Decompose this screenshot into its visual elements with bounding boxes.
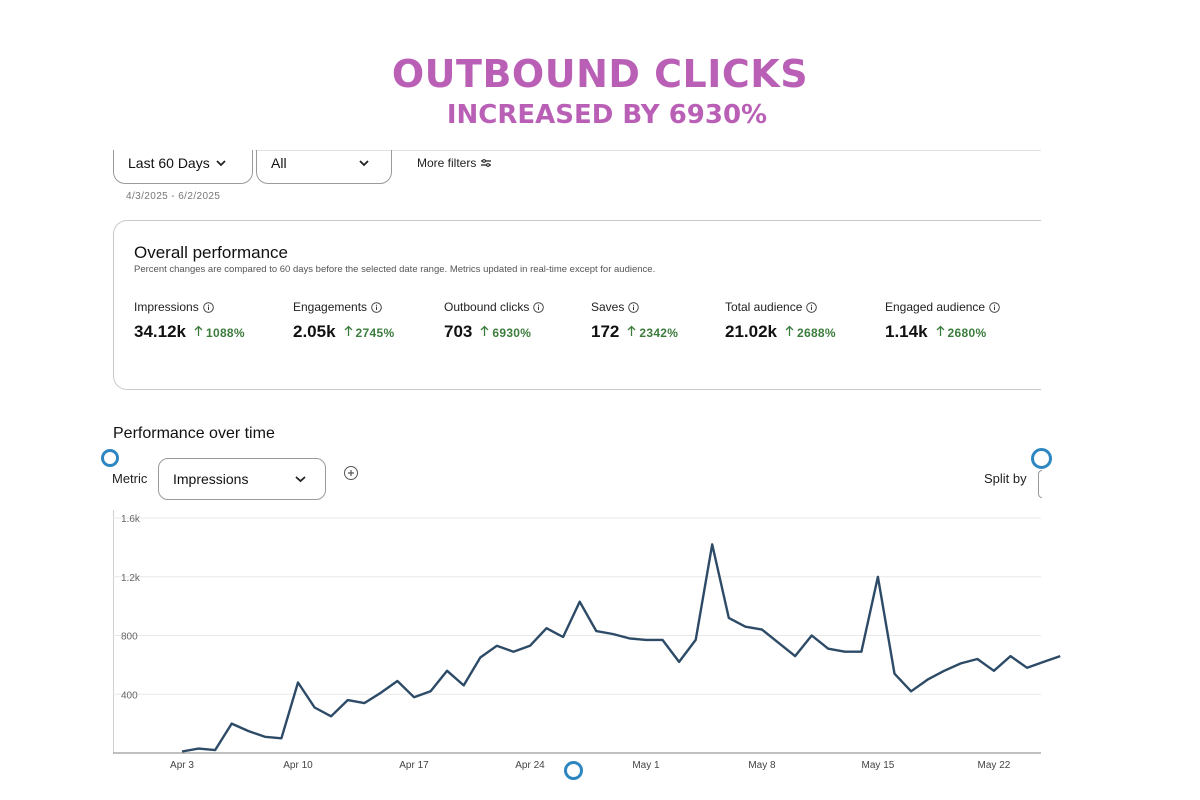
info-icon[interactable] xyxy=(628,301,640,313)
arrow-up-icon xyxy=(936,325,945,340)
metric-engaged-audience[interactable]: Engaged audience 1.14k 2680% xyxy=(885,300,1000,342)
info-icon[interactable] xyxy=(989,301,1000,313)
split-by-label: Split by xyxy=(984,471,1027,486)
x-tick-label: May 1 xyxy=(632,760,660,771)
series-line xyxy=(181,543,1061,753)
metric-change: 1088% xyxy=(194,325,245,340)
info-icon[interactable] xyxy=(371,301,382,313)
y-tick-label: 1.2k xyxy=(121,573,141,584)
arrow-up-icon xyxy=(785,325,794,340)
cursor-ring-icon xyxy=(1031,448,1052,469)
arrow-up-icon xyxy=(344,325,353,340)
metric-label: Impressions xyxy=(134,300,199,314)
metric-change-value: 2680% xyxy=(947,325,987,340)
metric-saves[interactable]: Saves 172 2342% xyxy=(591,300,678,342)
metric-value: 1.14k xyxy=(885,322,928,341)
metric-label: Outbound clicks xyxy=(444,300,530,314)
overall-performance-subtitle: Percent changes are compared to 60 days … xyxy=(134,264,656,275)
headline-title: OUTBOUND CLICKS xyxy=(391,52,809,96)
arrow-up-icon xyxy=(627,325,636,340)
metric-change: 2342% xyxy=(627,325,678,340)
cursor-ring-icon xyxy=(101,449,119,467)
metric-select-value: Impressions xyxy=(173,471,249,487)
metric-change-value: 6930% xyxy=(492,325,532,340)
metric-label: Engaged audience xyxy=(885,300,986,314)
metric-engagements[interactable]: Engagements 2.05k 2745% xyxy=(293,300,394,342)
impressions-line-chart: 400 800 1.2k 1.6k Apr 3 Apr 10 Apr 17 Apr 24 May… xyxy=(113,510,1061,771)
metric-label: Total audience xyxy=(725,300,803,314)
more-filters-button[interactable]: More filters xyxy=(417,156,492,170)
x-tick-label: Apr 10 xyxy=(283,760,313,771)
x-tick-label: May 22 xyxy=(978,760,1011,771)
info-icon[interactable] xyxy=(533,301,545,313)
metric-value: 2.05k xyxy=(293,322,336,341)
overall-performance-card xyxy=(113,220,1073,390)
x-tick-label: May 15 xyxy=(862,760,895,771)
x-tick-label: May 8 xyxy=(748,760,776,771)
metric-outbound-clicks[interactable]: Outbound clicks 703 6930% xyxy=(444,300,545,342)
metric-change-value: 1088% xyxy=(206,325,245,340)
metric-change: 2745% xyxy=(344,325,395,340)
metric-select[interactable]: Impressions xyxy=(158,458,326,500)
x-tick-label: Apr 24 xyxy=(515,760,545,771)
cursor-ring-icon xyxy=(564,761,583,780)
metric-value: 21.02k xyxy=(725,322,777,341)
metric-select-label: Metric xyxy=(112,471,148,486)
y-tick-label: 1.6k xyxy=(121,514,141,525)
page-edge-mask xyxy=(1041,210,1200,400)
add-metric-icon[interactable] xyxy=(343,465,359,481)
headline-subtitle: INCREASED BY 6930% xyxy=(446,100,768,130)
arrow-up-icon xyxy=(480,325,489,340)
x-tick-label: Apr 17 xyxy=(399,760,429,771)
metric-value: 34.12k xyxy=(134,322,186,341)
y-tick-label: 800 xyxy=(121,632,138,643)
metric-change-value: 2688% xyxy=(797,325,836,340)
info-icon[interactable] xyxy=(202,301,214,313)
info-icon[interactable] xyxy=(806,301,818,313)
metric-value: 703 xyxy=(444,322,473,341)
chevron-down-icon xyxy=(295,475,306,485)
content-type-select[interactable]: All xyxy=(256,150,392,184)
metric-total-audience[interactable]: Total audience 21.02k 2688% xyxy=(725,300,836,342)
performance-over-time-title: Performance over time xyxy=(113,425,275,442)
arrow-up-icon xyxy=(194,325,203,340)
content-type-select-label: All xyxy=(271,155,287,171)
x-tick-label: Apr 3 xyxy=(170,760,194,771)
date-range-text: 4/3/2025 - 6/2/2025 xyxy=(126,191,221,202)
chevron-down-icon xyxy=(359,159,369,167)
metric-change: 6930% xyxy=(480,325,531,340)
metric-change-value: 2745% xyxy=(355,325,395,340)
metric-label: Saves xyxy=(591,300,625,314)
metric-change-value: 2342% xyxy=(639,325,679,340)
metric-value: 172 xyxy=(591,322,620,341)
more-filters-label: More filters xyxy=(417,156,477,170)
filter-sliders-icon xyxy=(480,158,492,168)
split-by-select[interactable] xyxy=(1038,470,1042,498)
date-range-select-label: Last 60 Days xyxy=(128,155,210,171)
filters-top-edge xyxy=(255,150,1041,151)
y-tick-label: 400 xyxy=(121,690,138,701)
chevron-down-icon xyxy=(216,159,226,167)
metric-change: 2680% xyxy=(936,325,987,340)
date-range-select[interactable]: Last 60 Days xyxy=(113,150,253,184)
overall-performance-title: Overall performance xyxy=(134,243,289,262)
metric-label: Engagements xyxy=(293,300,368,314)
metric-change: 2688% xyxy=(785,325,836,340)
metric-impressions[interactable]: Impressions 34.12k 1088% xyxy=(134,300,245,342)
